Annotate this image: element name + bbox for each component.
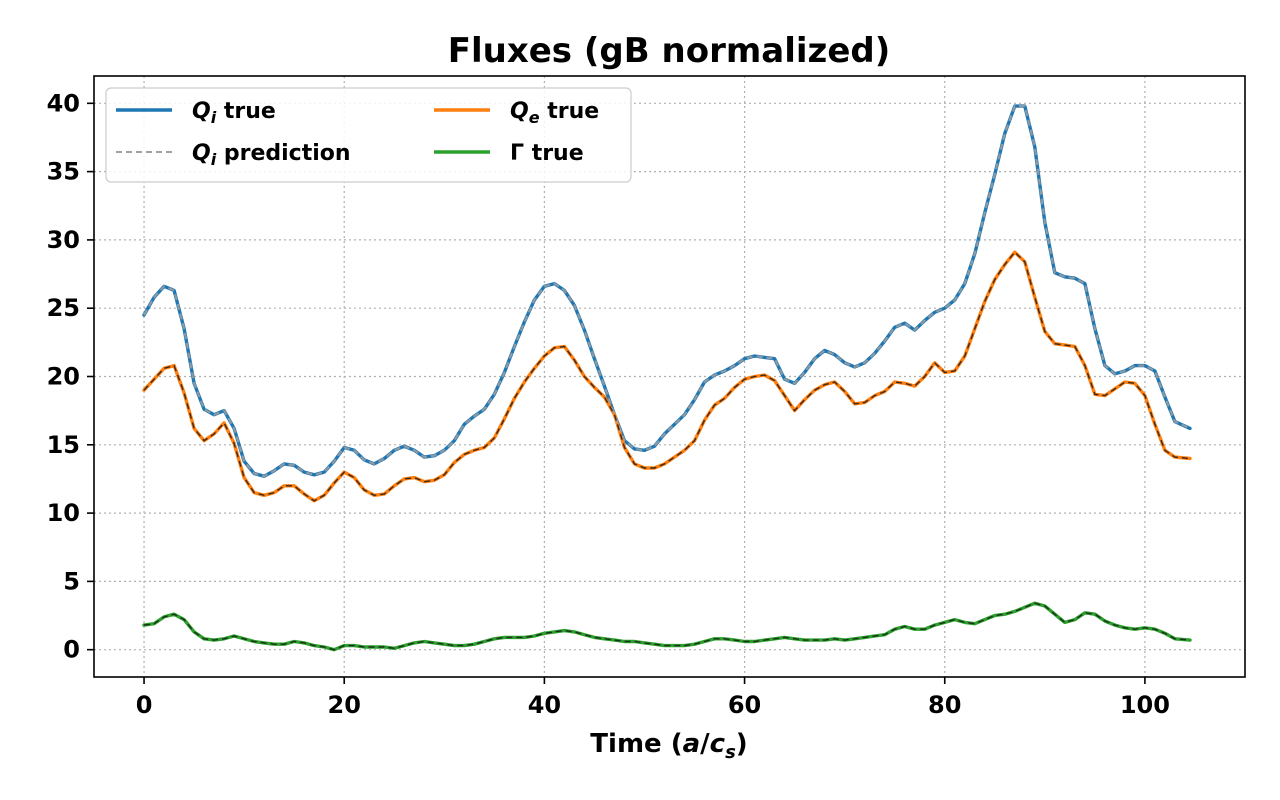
legend-label: Qe true (510, 99, 599, 127)
x-axis-label: Time (a/cs) (590, 729, 747, 763)
legend-label: Qi true (192, 99, 276, 127)
legend-label: Γ true (510, 141, 584, 166)
legend-entry-2: Qe true (434, 99, 599, 127)
x-tick-label: 60 (728, 691, 761, 719)
series-layer (142, 104, 1192, 652)
x-axis-label-a: a (683, 729, 701, 759)
legend: Qi true Qi prediction Qe true Γ true (105, 87, 632, 183)
x-axis-label-subscript: s (725, 742, 736, 763)
chart-title: Fluxes (gB normalized) (448, 31, 891, 71)
y-tick-label: 35 (47, 158, 80, 186)
x-axis-label-c: c (710, 729, 726, 759)
legend-entry-1: Qi prediction (116, 141, 351, 169)
x-axis-label-prefix: Time ( (590, 729, 682, 759)
y-tick-label: 0 (63, 636, 80, 664)
y-tick-label: 25 (47, 294, 80, 322)
x-tick-label: 0 (136, 691, 153, 719)
prediction-line-2 (143, 602, 1191, 651)
y-tick-label: 20 (47, 363, 80, 391)
y-tick-label: 5 (63, 567, 80, 595)
y-tick-label: 10 (47, 499, 80, 527)
legend-entry-3: Γ true (434, 141, 584, 166)
ticks: 0 20 40 60 80 100 0 5 10 15 20 25 30 35 40 (47, 89, 1170, 719)
x-tick-label: 80 (928, 691, 961, 719)
y-tick-label: 15 (47, 431, 80, 459)
y-tick-label: 30 (47, 226, 80, 254)
x-tick-label: 100 (1120, 691, 1170, 719)
x-axis-label-slash: / (700, 729, 710, 759)
legend-entry-0: Qi true (116, 99, 276, 127)
y-tick-label: 40 (47, 89, 80, 117)
x-tick-label: 40 (528, 691, 561, 719)
prediction-line-1 (143, 251, 1191, 502)
legend-label: Qi prediction (192, 141, 351, 169)
prediction-line-0 (143, 105, 1191, 478)
x-tick-label: 20 (328, 691, 361, 719)
grid (94, 76, 1245, 677)
legend-box (105, 87, 632, 183)
x-axis-label-suffix: ) (736, 729, 748, 759)
